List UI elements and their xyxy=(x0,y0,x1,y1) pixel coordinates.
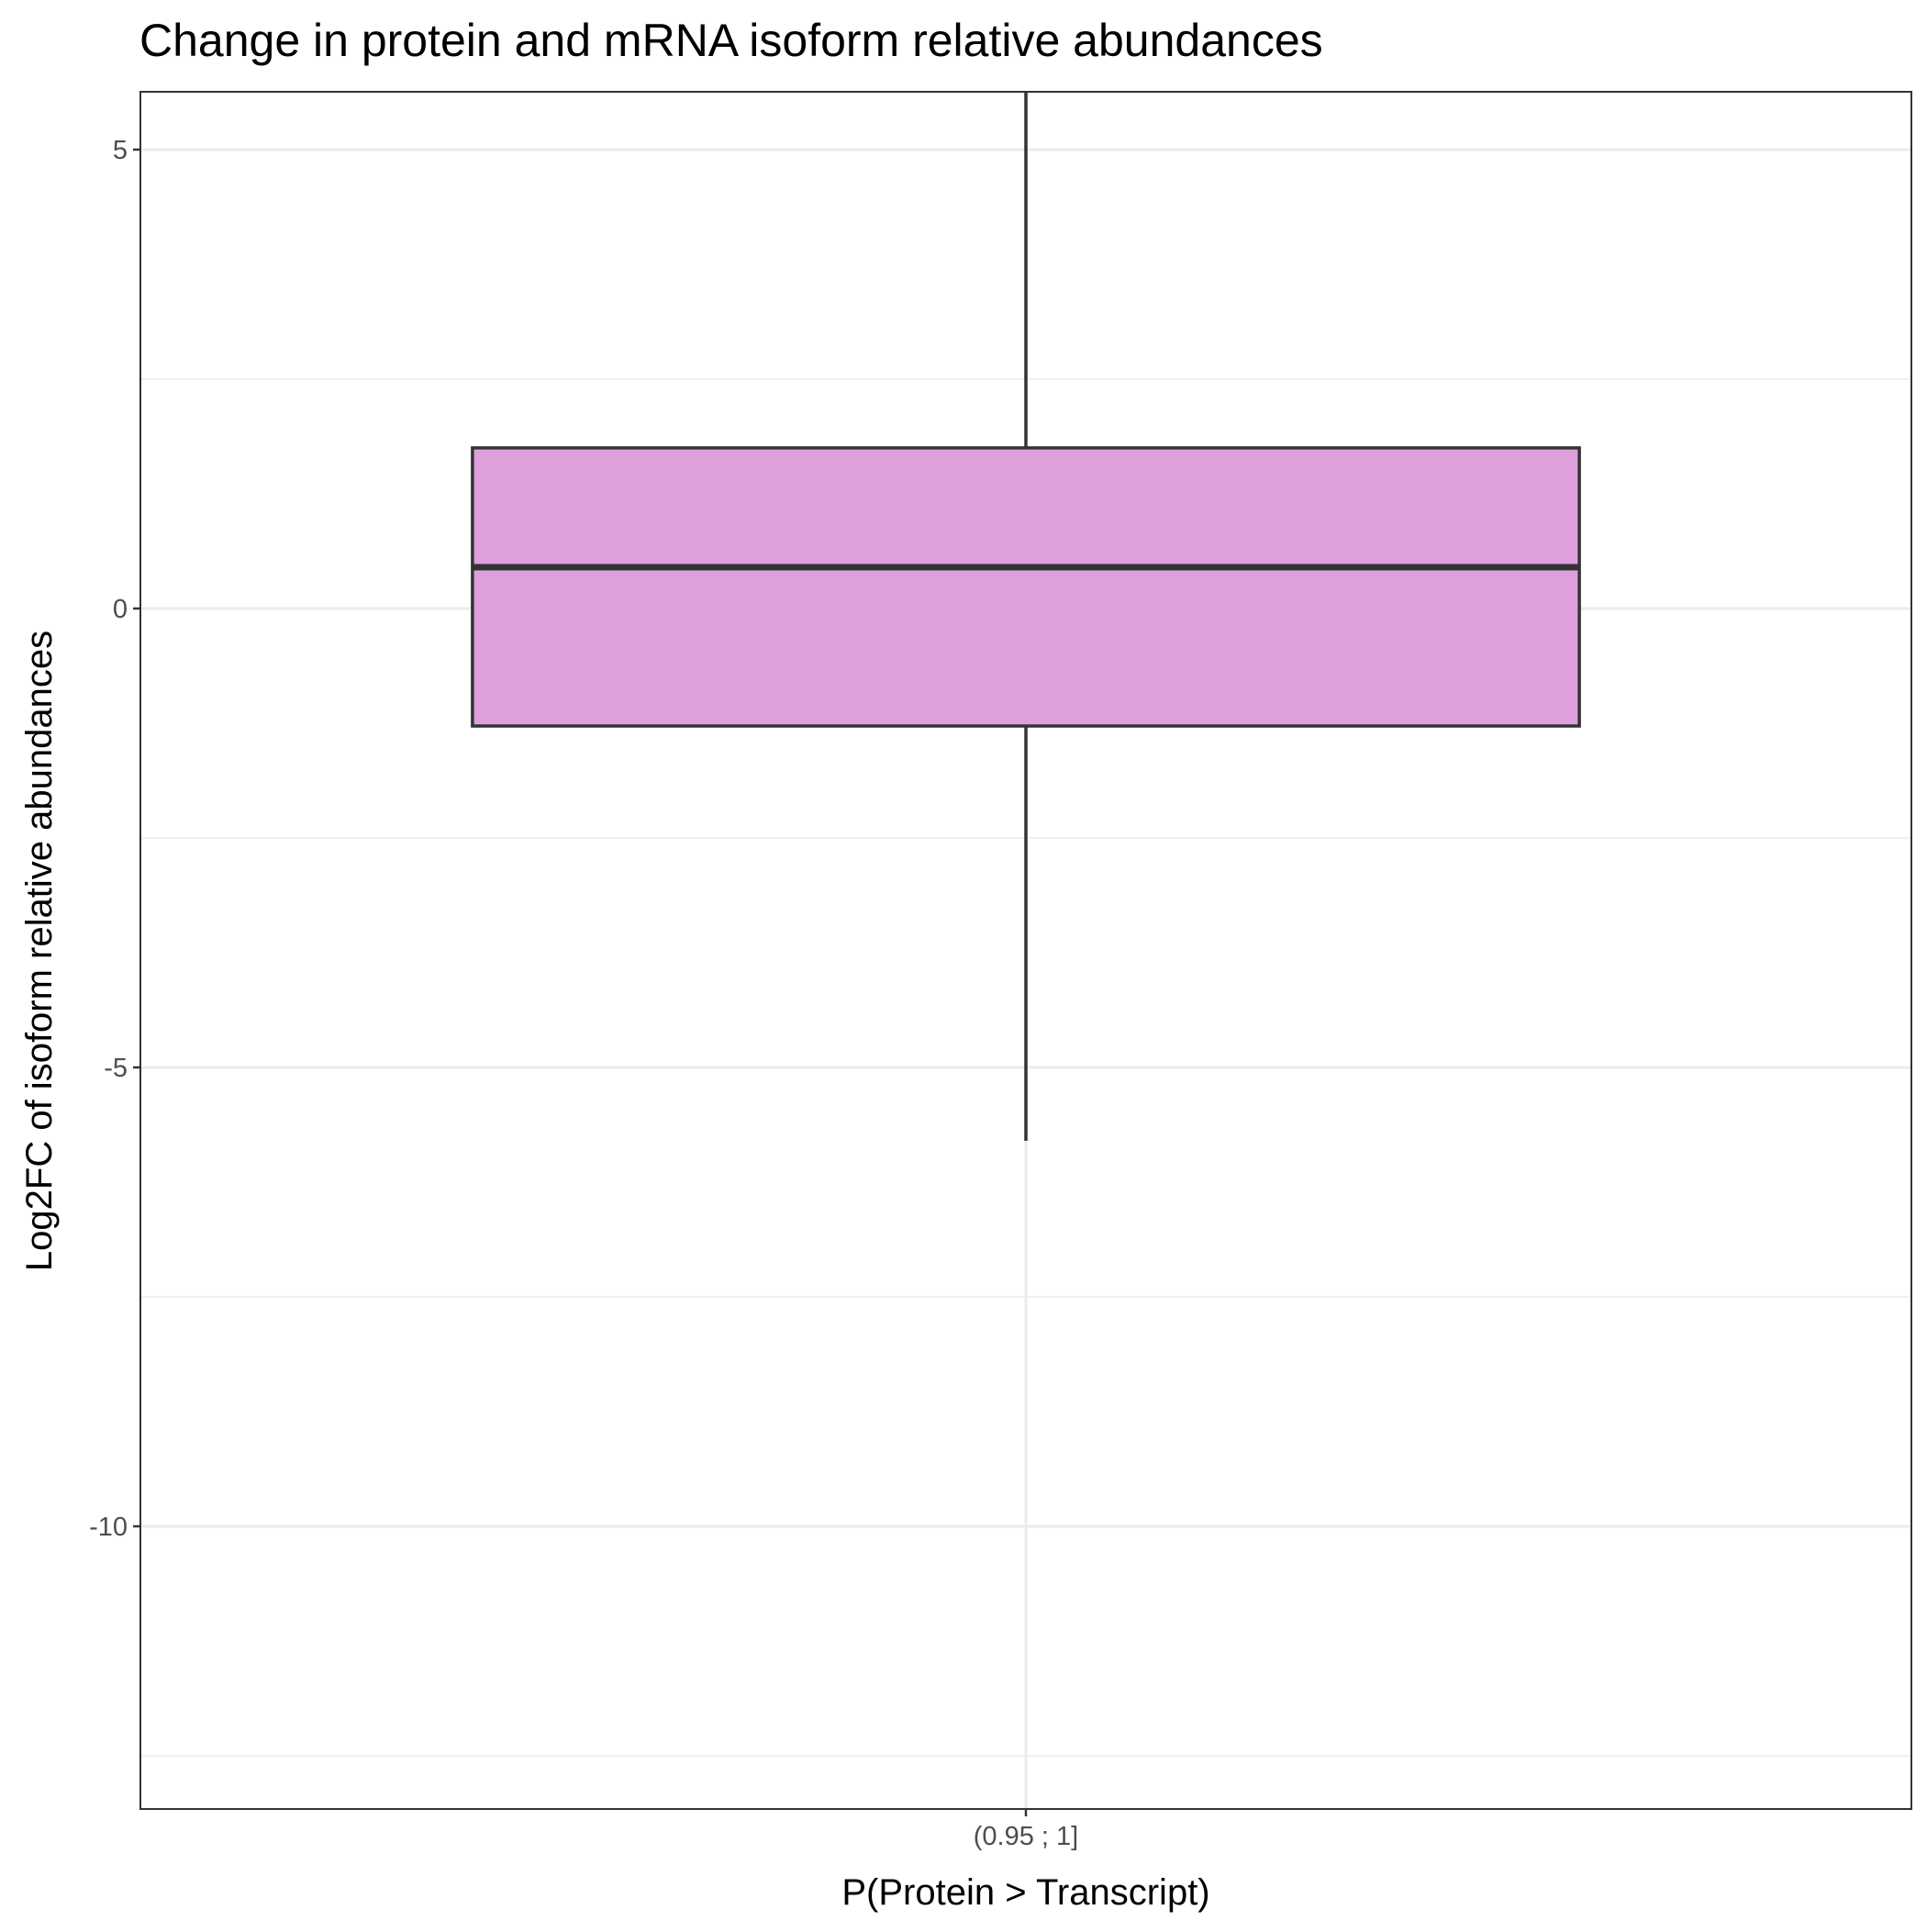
y-tick-label: -10 xyxy=(89,1513,128,1542)
tick-layer: 5 0 -5 -10 (0.95 ; 1] xyxy=(89,136,1078,1851)
y-tick-label: 5 xyxy=(113,136,128,165)
x-tick-label: (0.95 ; 1] xyxy=(974,1822,1078,1851)
y-axis-title: Log2FC of isoform relative abundances xyxy=(19,631,60,1271)
iqr-box xyxy=(471,446,1581,728)
box-layer xyxy=(471,92,1581,1141)
chart-title: Change in protein and mRNA isoform relat… xyxy=(139,15,1323,66)
y-tick-label: 0 xyxy=(113,595,128,624)
y-tick-label: -5 xyxy=(104,1054,128,1083)
x-axis-title: P(Protein > Transcript) xyxy=(841,1872,1209,1913)
